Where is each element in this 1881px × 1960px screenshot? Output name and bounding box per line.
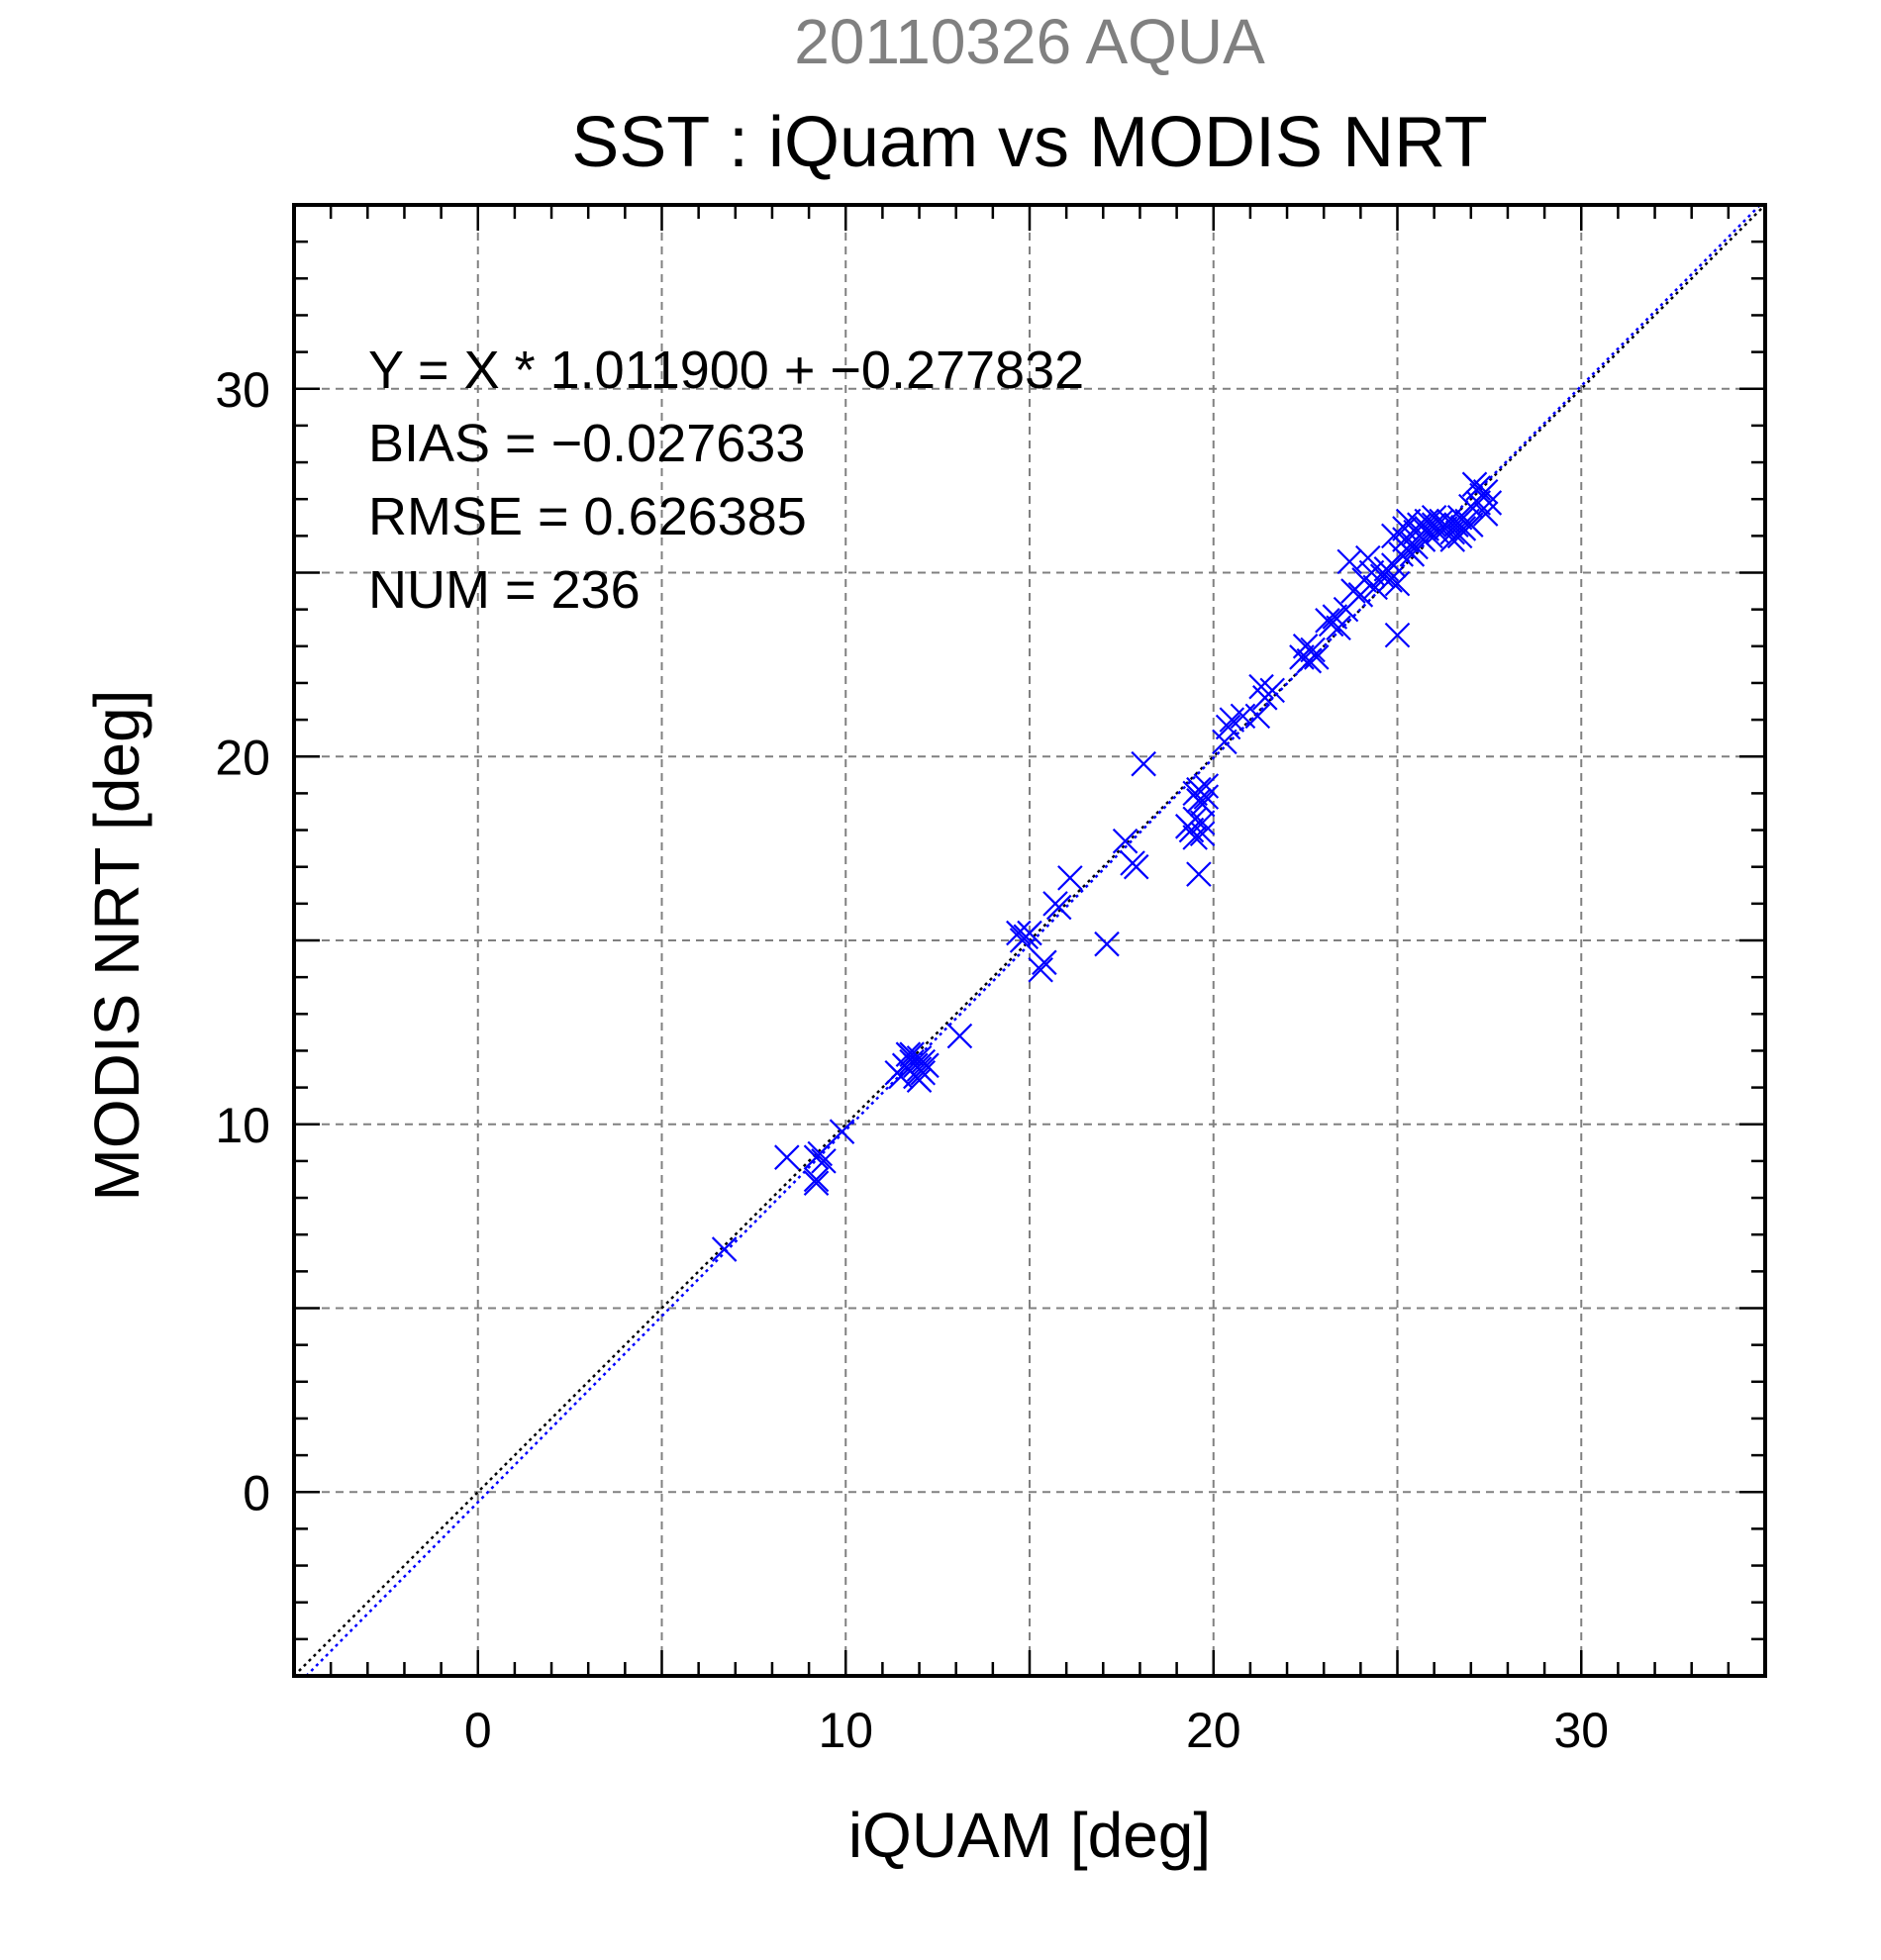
data-point (1017, 920, 1042, 946)
x-axis-label: iQUAM [deg] (848, 1800, 1211, 1871)
data-point (1182, 825, 1208, 850)
data-point (1336, 548, 1362, 575)
data-point (1215, 714, 1241, 740)
chart-suptitle: 20110326 AQUA (794, 6, 1265, 77)
data-point (807, 1140, 834, 1167)
data-point (1006, 920, 1032, 946)
y-axis-label: MODIS NRT [deg] (81, 690, 152, 1202)
statistics-annotations: Y = X * 1.011900 + −0.277832 BIAS = −0.0… (368, 341, 1084, 620)
data-point (1458, 512, 1484, 538)
regression-line (305, 204, 1761, 1677)
y-tick-label: 20 (215, 730, 270, 785)
data-point (1377, 567, 1403, 593)
data-point (1259, 677, 1285, 704)
annotation-fit-equation: Y = X * 1.011900 + −0.277832 (368, 341, 1084, 400)
data-point (1112, 828, 1138, 854)
data-point (1193, 784, 1220, 810)
data-point (906, 1067, 933, 1093)
annotation-rmse: RMSE = 0.626385 (368, 487, 807, 546)
data-point (1057, 865, 1083, 891)
data-point (1032, 949, 1057, 976)
y-tick-label: 30 (215, 362, 270, 418)
data-point (910, 1059, 937, 1086)
data-point (1303, 644, 1330, 670)
plot-frame (292, 203, 1767, 1678)
data-point (1028, 956, 1053, 983)
data-point (1384, 622, 1411, 648)
data-point (1322, 604, 1348, 630)
data-point (1123, 853, 1149, 880)
data-point (774, 1144, 800, 1170)
data-point (1186, 861, 1212, 887)
data-point (1476, 490, 1503, 516)
x-tick-label: 0 (464, 1703, 492, 1758)
data-point (1465, 490, 1492, 516)
annotation-count: NUM = 236 (368, 560, 641, 620)
data-point (1189, 821, 1216, 847)
y-tick-label: 10 (215, 1098, 270, 1153)
chart-title: SST : iQuam vs MODIS NRT (571, 103, 1488, 182)
data-point (711, 1236, 738, 1262)
data-point (829, 1119, 855, 1144)
tick-labels: 0 10 20 30 0 10 20 30 (215, 362, 1609, 1758)
annotation-bias: BIAS = −0.027633 (368, 414, 805, 473)
data-point (914, 1052, 940, 1079)
data-point (1362, 574, 1388, 601)
data-point (811, 1148, 837, 1174)
data-point (1045, 894, 1072, 921)
data-points (711, 471, 1503, 1262)
data-point (946, 1023, 973, 1049)
data-point (1347, 582, 1374, 608)
data-point (1131, 750, 1156, 777)
data-point (1212, 729, 1238, 755)
data-point (1355, 544, 1381, 571)
x-tick-label: 10 (818, 1703, 873, 1758)
x-tick-label: 20 (1186, 1703, 1241, 1758)
data-point (803, 1166, 830, 1193)
data-point (1193, 773, 1220, 799)
data-point (895, 1041, 922, 1067)
data-point (1300, 637, 1326, 663)
data-point (1189, 810, 1216, 835)
x-tick-label: 30 (1553, 1703, 1609, 1758)
data-point (803, 1170, 830, 1196)
data-point (1244, 703, 1271, 730)
data-point (1450, 516, 1477, 541)
y-tick-label: 0 (243, 1465, 270, 1520)
data-point (1094, 931, 1120, 957)
data-point (1384, 570, 1411, 597)
